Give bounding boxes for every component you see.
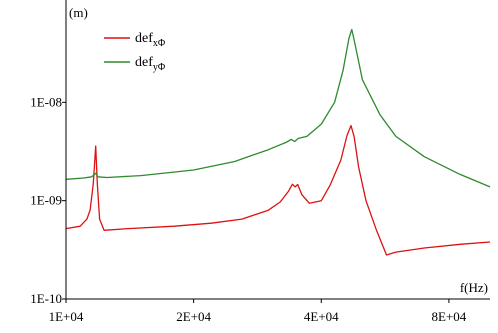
x-tick-label: 1E+04 <box>49 309 84 324</box>
y-tick-label: 1E-08 <box>30 94 62 109</box>
x-tick-label: 2E+04 <box>176 309 211 324</box>
legend-label-main: def <box>135 55 153 70</box>
x-axis-unit-label: f(Hz) <box>460 280 488 295</box>
x-tick-label: 4E+04 <box>304 309 339 324</box>
legend-label-main: def <box>135 31 153 46</box>
legend-label: defxΦ <box>135 31 165 49</box>
series-line-xΦ <box>65 124 491 256</box>
y-tick-label: 1E-09 <box>30 193 62 208</box>
x-tick-label: 8E+04 <box>432 309 467 324</box>
legend-label-subscript: xΦ <box>153 38 165 49</box>
series-layer <box>65 28 491 256</box>
y-axis-unit-label: (m) <box>69 5 88 20</box>
series-line-yΦ <box>65 28 491 188</box>
legend-label: defyΦ <box>135 55 165 73</box>
axes-layer <box>65 0 490 300</box>
y-tick-label: 1E-10 <box>30 291 62 306</box>
ticks-layer: 1E+04 2E+04 4E+04 8E+04 1E-10 1E-09 1E-08 <box>30 94 467 324</box>
legend-label-subscript: yΦ <box>153 62 165 73</box>
